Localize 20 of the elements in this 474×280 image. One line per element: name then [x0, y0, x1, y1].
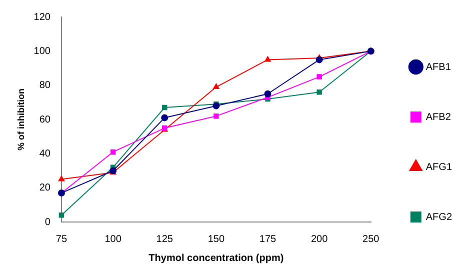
x-tick-label: 75: [56, 234, 68, 245]
legend-label: AFB1: [426, 62, 452, 73]
y-tick-label: 0: [44, 216, 51, 228]
x-tick-label: 175: [259, 234, 277, 245]
legend-label: AFB2: [426, 112, 452, 123]
legend-label: AFG2: [426, 212, 452, 223]
y-tick-label: 80: [39, 80, 51, 92]
y-tick-label: 120: [34, 12, 51, 23]
x-tick-label: 150: [208, 234, 225, 245]
x-tick-label: 250: [362, 234, 380, 245]
y-axis-title: % of inhibition: [16, 88, 26, 150]
x-tick-label: 100: [104, 234, 122, 245]
x-tick-label: 125: [156, 234, 174, 245]
y-tick-label: 20: [39, 182, 51, 194]
y-tick-label: 60: [39, 114, 51, 126]
y-tick-label: 40: [39, 148, 51, 160]
legend-label: AFG1: [426, 162, 452, 173]
y-tick-label: 100: [34, 46, 51, 57]
x-axis-title: Thymol concentration (ppm): [148, 252, 284, 264]
x-tick-label: 200: [310, 234, 328, 245]
